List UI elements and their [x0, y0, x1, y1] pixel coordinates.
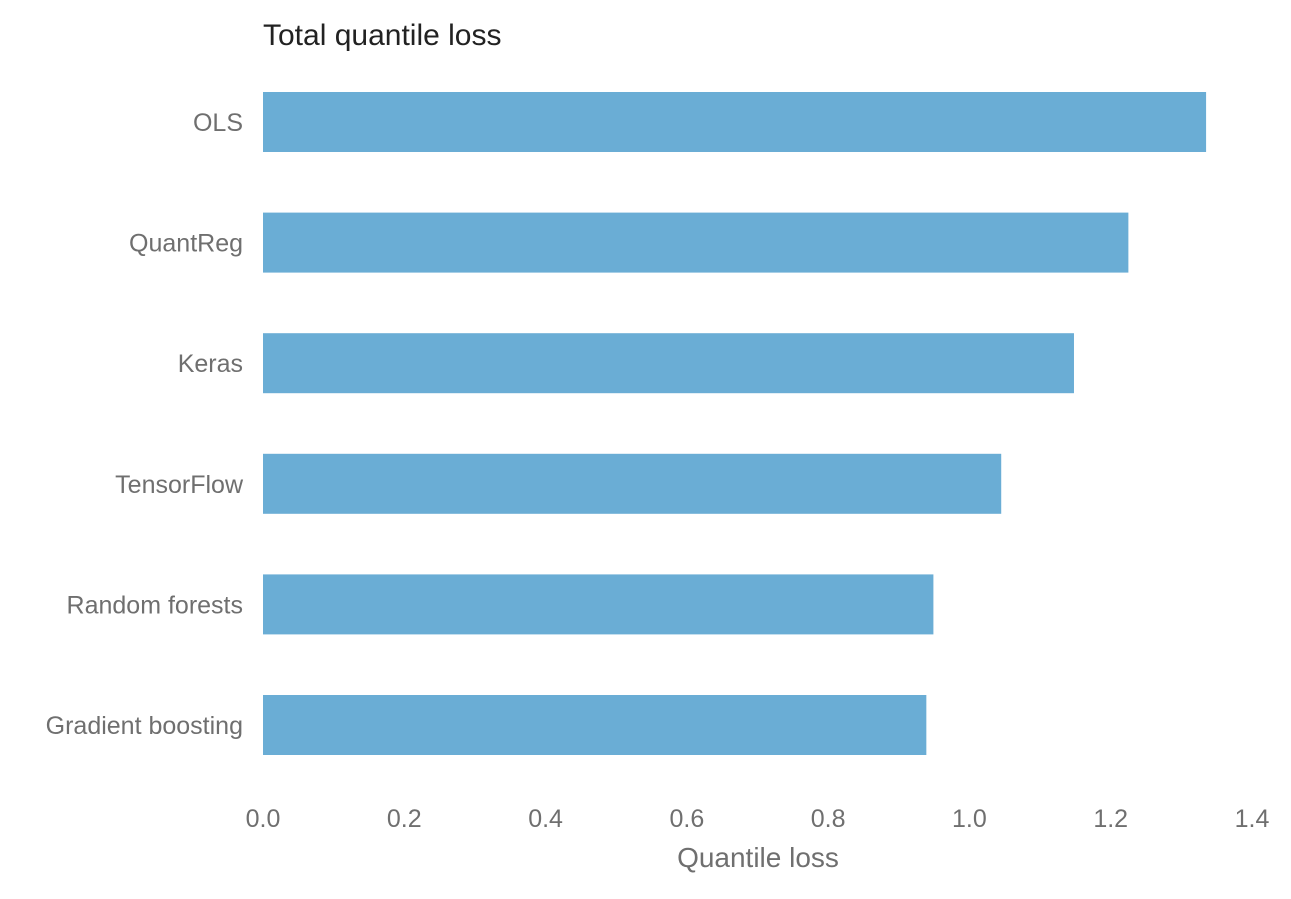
category-label-gradient-boosting: Gradient boosting: [46, 712, 243, 740]
x-tick-labels-group: 0.0 0.2 0.4 0.6 0.8 1.0 1.2 1.4: [246, 805, 1270, 833]
bar-quantreg: [263, 212, 1129, 273]
x-tick-label: 1.2: [1093, 805, 1128, 833]
bars-group: [263, 92, 1207, 755]
x-tick-label: 0.8: [811, 805, 846, 833]
category-label-quantreg: QuantReg: [129, 230, 243, 258]
bar-random-forests: [263, 574, 934, 635]
bar-tensorflow: [263, 453, 1002, 514]
x-tick-label: 0.4: [528, 805, 563, 833]
category-labels-group: OLS QuantReg Keras TensorFlow Random forests…: [46, 109, 244, 740]
x-tick-label: 0.2: [387, 805, 422, 833]
category-label-ols: OLS: [193, 109, 243, 137]
bar-ols: [263, 92, 1207, 152]
category-label-tensorflow: TensorFlow: [115, 471, 244, 499]
chart-title: Total quantile loss: [263, 19, 501, 52]
category-label-random-forests: Random forests: [67, 591, 243, 619]
x-tick-label: 0.0: [246, 805, 281, 833]
x-tick-label: 1.0: [952, 805, 987, 833]
category-label-keras: Keras: [178, 350, 243, 378]
bar-keras: [263, 333, 1074, 394]
bar-gradient-boosting: [263, 695, 927, 755]
x-axis-label: Quantile loss: [677, 842, 839, 873]
x-tick-label: 1.4: [1235, 805, 1270, 833]
x-tick-label: 0.6: [669, 805, 704, 833]
